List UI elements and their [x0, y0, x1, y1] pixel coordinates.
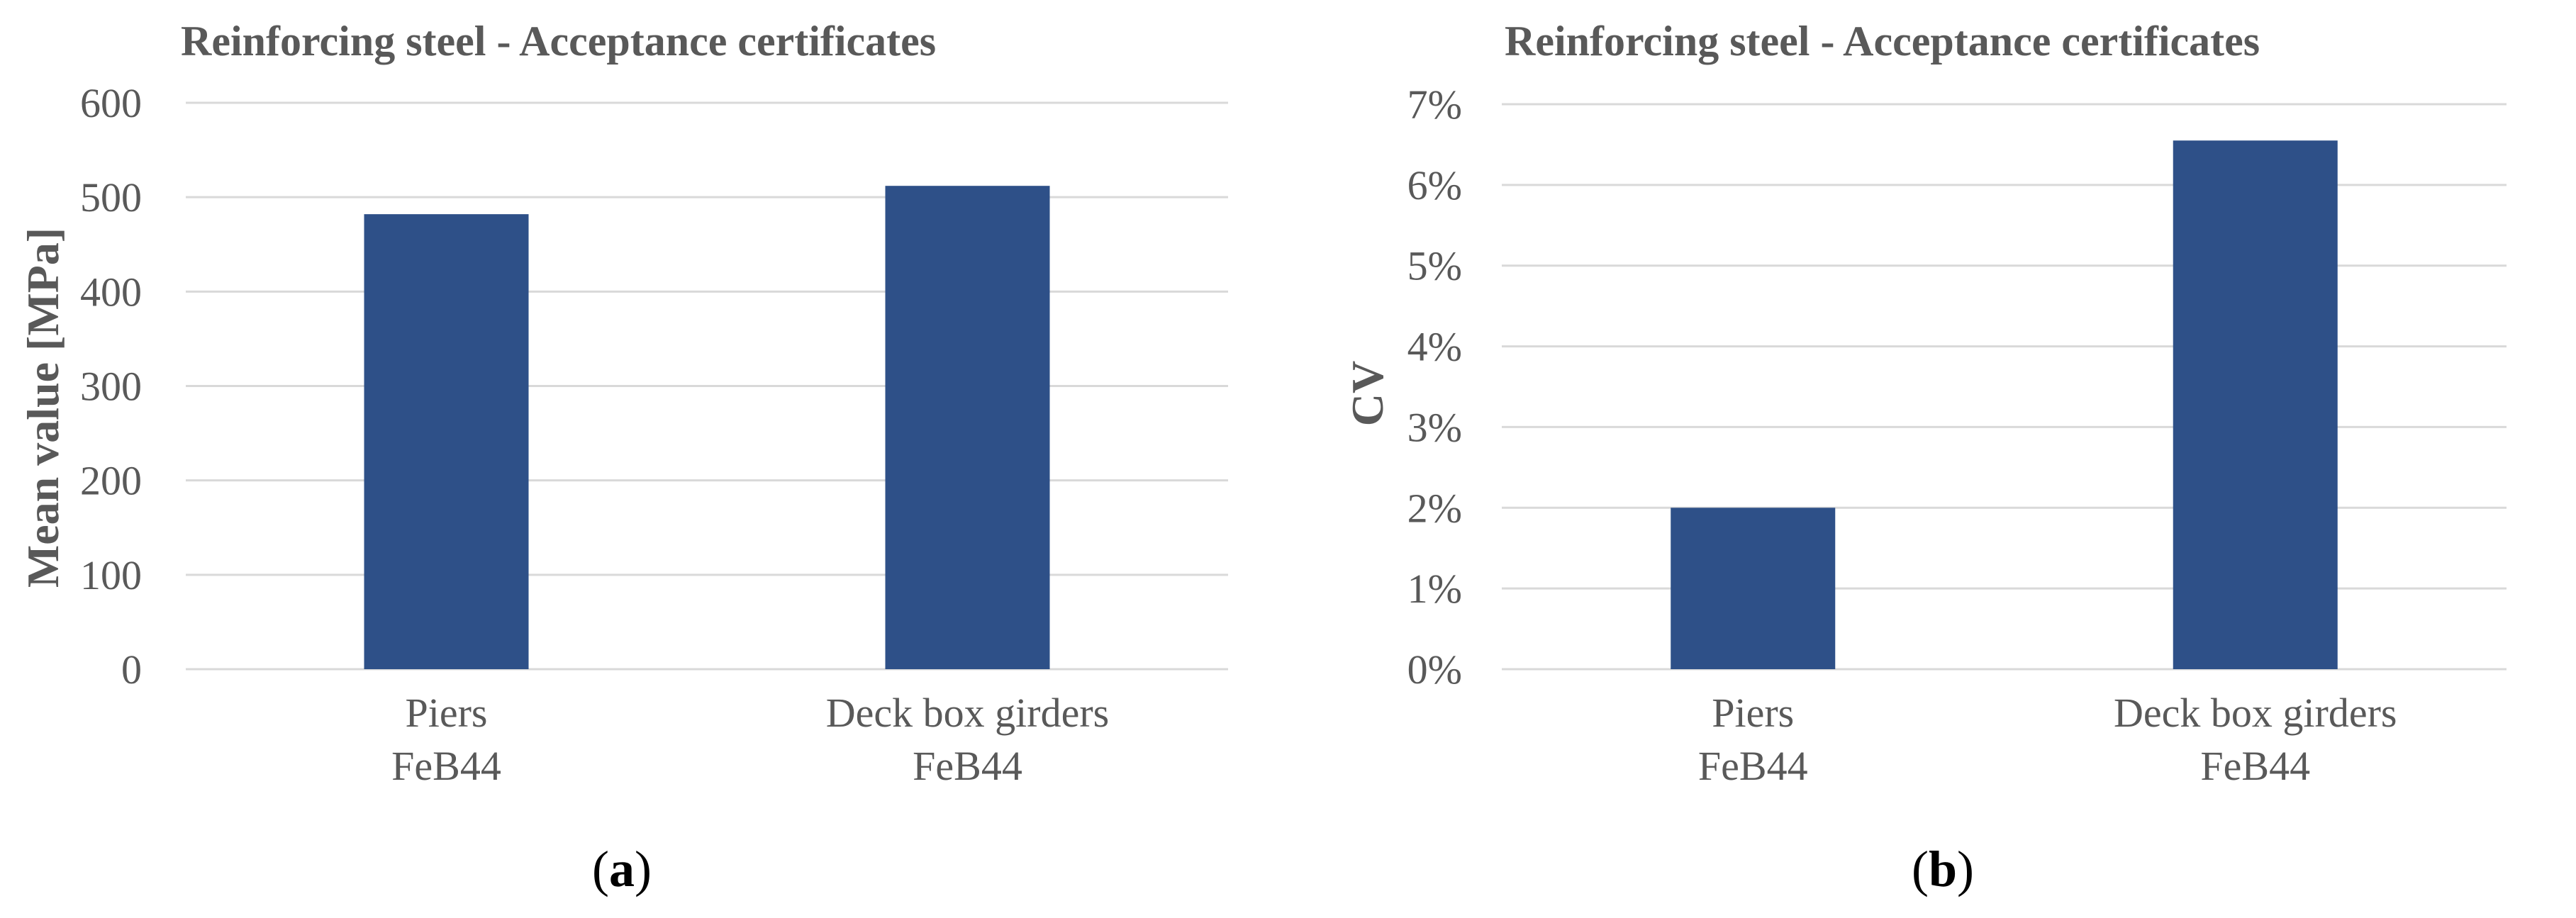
chart-a-bars: [364, 186, 1050, 670]
chart-b-gridlines: [1502, 103, 2507, 671]
chart-a-y-tick-label: 200: [80, 458, 142, 504]
chart-a-y-ticks: 0 100 200 300 400 500 600: [80, 80, 142, 693]
chart-b-bars: [1671, 140, 2338, 669]
chart-a-y-axis-label: Mean value [MPa]: [18, 228, 68, 588]
chart-a-x-tick-label: Piers: [406, 690, 488, 736]
chart-b-y-tick-label: 3%: [1407, 404, 1462, 450]
chart-b-x-tick-label: Deck box girders: [2114, 690, 2397, 736]
chart-b-y-tick-label: 4%: [1407, 324, 1462, 370]
chart-b-x-tick-label: FeB44: [1698, 743, 1808, 789]
chart-b-x-tick-label: Piers: [1712, 690, 1794, 736]
chart-a-gridlines: [186, 101, 1228, 671]
chart-b-y-axis-label: CV: [1342, 361, 1393, 426]
chart-b-title: Reinforcing steel - Acceptance certifica…: [1505, 18, 2260, 65]
chart-a-x-tick-label: FeB44: [913, 743, 1022, 789]
chart-b-y-tick-label: 2%: [1407, 485, 1462, 531]
chart-a-y-tick-label: 300: [80, 364, 142, 410]
chart-a-x-ticks: Piers FeB44 Deck box girders FeB44: [391, 690, 1109, 789]
chart-a-y-tick-label: 600: [80, 80, 142, 126]
chart-a-title: Reinforcing steel - Acceptance certifica…: [181, 18, 936, 65]
chart-b-y-tick-label: 5%: [1407, 243, 1462, 289]
chart-b-x-tick-label: FeB44: [2200, 743, 2310, 789]
chart-a-y-tick-label: 100: [80, 552, 142, 598]
chart-a-bar: [364, 214, 529, 669]
chart-a: Reinforcing steel - Acceptance certifica…: [18, 18, 1228, 789]
chart-b-y-tick-label: 6%: [1407, 162, 1462, 208]
chart-a-y-tick-label: 0: [121, 646, 142, 693]
chart-a-y-tick-label: 400: [80, 269, 142, 315]
panel-label-a: (a): [592, 841, 652, 897]
chart-b-y-ticks: 0% 1% 2% 3% 4% 5% 6% 7%: [1407, 82, 1462, 693]
chart-a-x-tick-label: Deck box girders: [826, 690, 1109, 736]
chart-a-y-tick-label: 500: [80, 174, 142, 220]
chart-b-y-tick-label: 0%: [1407, 646, 1462, 693]
chart-b-bar: [1671, 508, 1836, 669]
chart-b-y-tick-label: 1%: [1407, 566, 1462, 612]
chart-b-bar: [2173, 140, 2338, 669]
chart-a-x-tick-label: FeB44: [391, 743, 501, 789]
chart-b: Reinforcing steel - Acceptance certifica…: [1342, 18, 2507, 789]
chart-b-x-ticks: Piers FeB44 Deck box girders FeB44: [1698, 690, 2397, 789]
chart-a-bar: [885, 186, 1050, 670]
chart-b-y-tick-label: 7%: [1407, 82, 1462, 128]
panel-label-b: (b): [1912, 841, 1974, 897]
